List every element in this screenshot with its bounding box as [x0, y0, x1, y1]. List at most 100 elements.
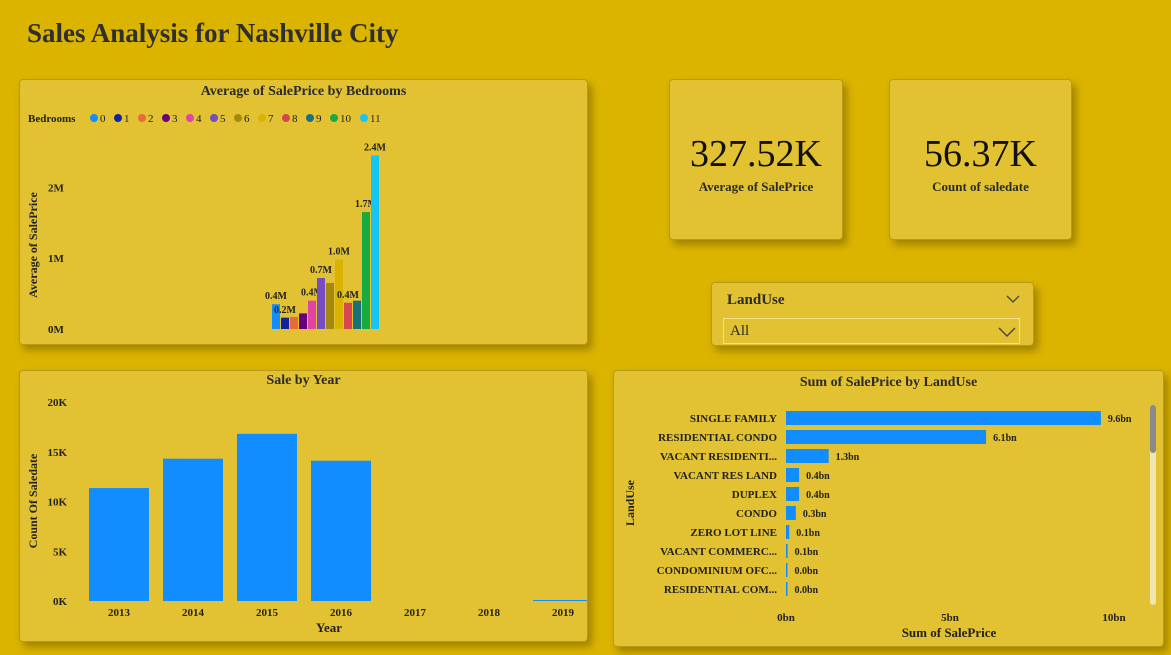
legend-marker-3	[162, 114, 170, 122]
data-label-landuse: 0.0bn	[795, 566, 819, 577]
x-tick-label: 0bn	[777, 612, 795, 624]
y-tick-label: 5K	[53, 546, 68, 558]
y-axis-label: Count Of Saledate	[26, 453, 40, 548]
kpi-value-count-saledate: 56.37K	[924, 133, 1037, 175]
legend-label-6: 6	[244, 113, 250, 125]
category-label: RESIDENTIAL CONDO	[658, 432, 777, 444]
x-axis-label: Year	[316, 620, 342, 635]
kpi-card-avg-saleprice[interactable]: 327.52K Average of SalePrice	[669, 79, 843, 240]
data-label-bedrooms-7: 1.0M	[328, 247, 351, 258]
bedrooms-chart-title: Average of SalePrice by Bedrooms	[200, 84, 407, 99]
y-axis-label: Average of SalePrice	[26, 191, 40, 297]
bar-landuse	[786, 582, 788, 596]
bar-landuse	[786, 544, 788, 558]
bar-bedrooms-2	[290, 316, 298, 329]
data-label-landuse: 1.3bn	[836, 452, 860, 463]
category-label: ZERO LOT LINE	[690, 527, 777, 539]
legend-marker-2	[138, 114, 146, 122]
slicer-selected-value: All	[730, 323, 750, 339]
bar-landuse	[786, 468, 800, 482]
category-label: VACANT COMMERC...	[660, 546, 777, 558]
y-tick-label: 1M	[48, 253, 65, 265]
bedrooms-chart-card[interactable]: Average of SalePrice by Bedrooms Bedroom…	[19, 79, 588, 345]
data-label-landuse: 9.6bn	[1108, 414, 1132, 425]
slicer-dropdown[interactable]: All	[723, 318, 1020, 344]
legend-label-7: 7	[268, 113, 274, 125]
data-label-bedrooms-11: 2.4M	[364, 142, 387, 153]
kpi-value-avg-saleprice: 327.52K	[690, 133, 822, 175]
legend-marker-4	[186, 114, 194, 122]
kpi-card-count-saledate[interactable]: 56.37K Count of saledate	[889, 79, 1072, 240]
legend-label-11: 11	[370, 113, 381, 125]
slicer-collapse-chevron-icon[interactable]	[1006, 294, 1020, 304]
data-label-bedrooms-0: 0.4M	[265, 291, 288, 302]
bar-bedrooms-3	[299, 313, 307, 329]
legend-label-10: 10	[340, 113, 352, 125]
data-label-landuse: 0.0bn	[795, 585, 819, 596]
bar-landuse	[786, 506, 796, 520]
y-tick-label: 20K	[47, 397, 67, 409]
scrollbar-track[interactable]	[1150, 405, 1156, 605]
bar-year-2016	[311, 460, 371, 601]
y-axis-label: LandUse	[623, 479, 637, 526]
bar-landuse	[786, 525, 790, 539]
bar-landuse	[786, 430, 987, 444]
x-tick-label: 5bn	[941, 612, 959, 624]
data-label-landuse: 0.3bn	[803, 509, 827, 520]
category-label: VACANT RESIDENTI...	[660, 451, 777, 463]
data-label-landuse: 6.1bn	[993, 433, 1017, 444]
bar-bedrooms-5	[317, 278, 325, 329]
bar-bedrooms-0	[272, 304, 280, 329]
year-chart: Count Of Saledate Year 0K 5K 10K 15K 20K 2013 20…	[26, 397, 587, 635]
bar-bedrooms-9	[353, 300, 361, 329]
x-tick-label-2016: 2016	[330, 607, 353, 619]
slicer-title: LandUse	[727, 292, 785, 308]
data-label-bedrooms-5: 0.7M	[310, 265, 333, 276]
bar-bedrooms-8	[344, 302, 352, 329]
bar-year-2014	[163, 458, 223, 601]
category-label: SINGLE FAMILY	[690, 413, 777, 425]
bar-year-2013	[89, 488, 149, 601]
x-tick-label-2018: 2018	[478, 607, 501, 619]
data-label-landuse: 0.4bn	[806, 471, 830, 482]
legend-label-8: 8	[292, 113, 298, 125]
bar-year-2019	[533, 600, 587, 601]
legend-marker-7	[258, 114, 266, 122]
chevron-down-icon	[998, 327, 1016, 337]
page-title: Sales Analysis for Nashville City	[27, 18, 399, 48]
landuse-chart: LandUse Sum of SalePrice 0bn 5bn 10bn SINGLE …	[623, 405, 1156, 640]
scrollbar-thumb[interactable]	[1150, 405, 1156, 453]
bar-landuse	[786, 449, 829, 463]
bar-landuse	[786, 487, 800, 501]
legend-title: Bedrooms	[28, 113, 76, 125]
legend-marker-0	[90, 114, 98, 122]
data-label-bedrooms-8: 0.4M	[337, 290, 360, 301]
bar-landuse	[786, 563, 788, 577]
bedrooms-chart: Bedrooms 0 1 2 3 4 5 6 7 8 9 10 11 Average of SalePri…	[26, 113, 387, 336]
y-tick-label: 2M	[48, 182, 65, 194]
x-tick-label-2017: 2017	[404, 607, 427, 619]
legend-marker-5	[210, 114, 218, 122]
landuse-chart-title: Sum of SalePrice by LandUse	[799, 375, 978, 390]
y-tick-label: 0M	[48, 324, 65, 336]
x-tick-label-2019: 2019	[552, 607, 575, 619]
kpi-label-avg-saleprice: Average of SalePrice	[698, 179, 814, 194]
bar-year-2015	[237, 433, 297, 601]
data-label-landuse: 0.1bn	[796, 528, 820, 539]
x-tick-label: 10bn	[1102, 612, 1125, 624]
bar-landuse	[786, 411, 1101, 425]
legend-marker-9	[306, 114, 314, 122]
landuse-chart-card[interactable]: Sum of SalePrice by LandUse LandUse Sum o…	[613, 370, 1164, 647]
y-tick-label: 0K	[53, 596, 68, 608]
x-tick-label-2013: 2013	[108, 607, 131, 619]
data-label-landuse: 0.1bn	[795, 547, 819, 558]
legend-label-5: 5	[220, 113, 226, 125]
y-tick-label: 15K	[47, 447, 67, 459]
category-label: CONDO	[736, 508, 777, 520]
year-chart-card[interactable]: Sale by Year Count Of Saledate Year 0K 5K 10…	[19, 370, 588, 642]
x-tick-label-2014: 2014	[182, 607, 205, 619]
data-label-bedrooms-4: 0.4M	[301, 288, 324, 299]
bar-bedrooms-4	[308, 300, 316, 329]
category-label: DUPLEX	[732, 489, 777, 501]
kpi-label-count-saledate: Count of saledate	[932, 179, 1029, 194]
